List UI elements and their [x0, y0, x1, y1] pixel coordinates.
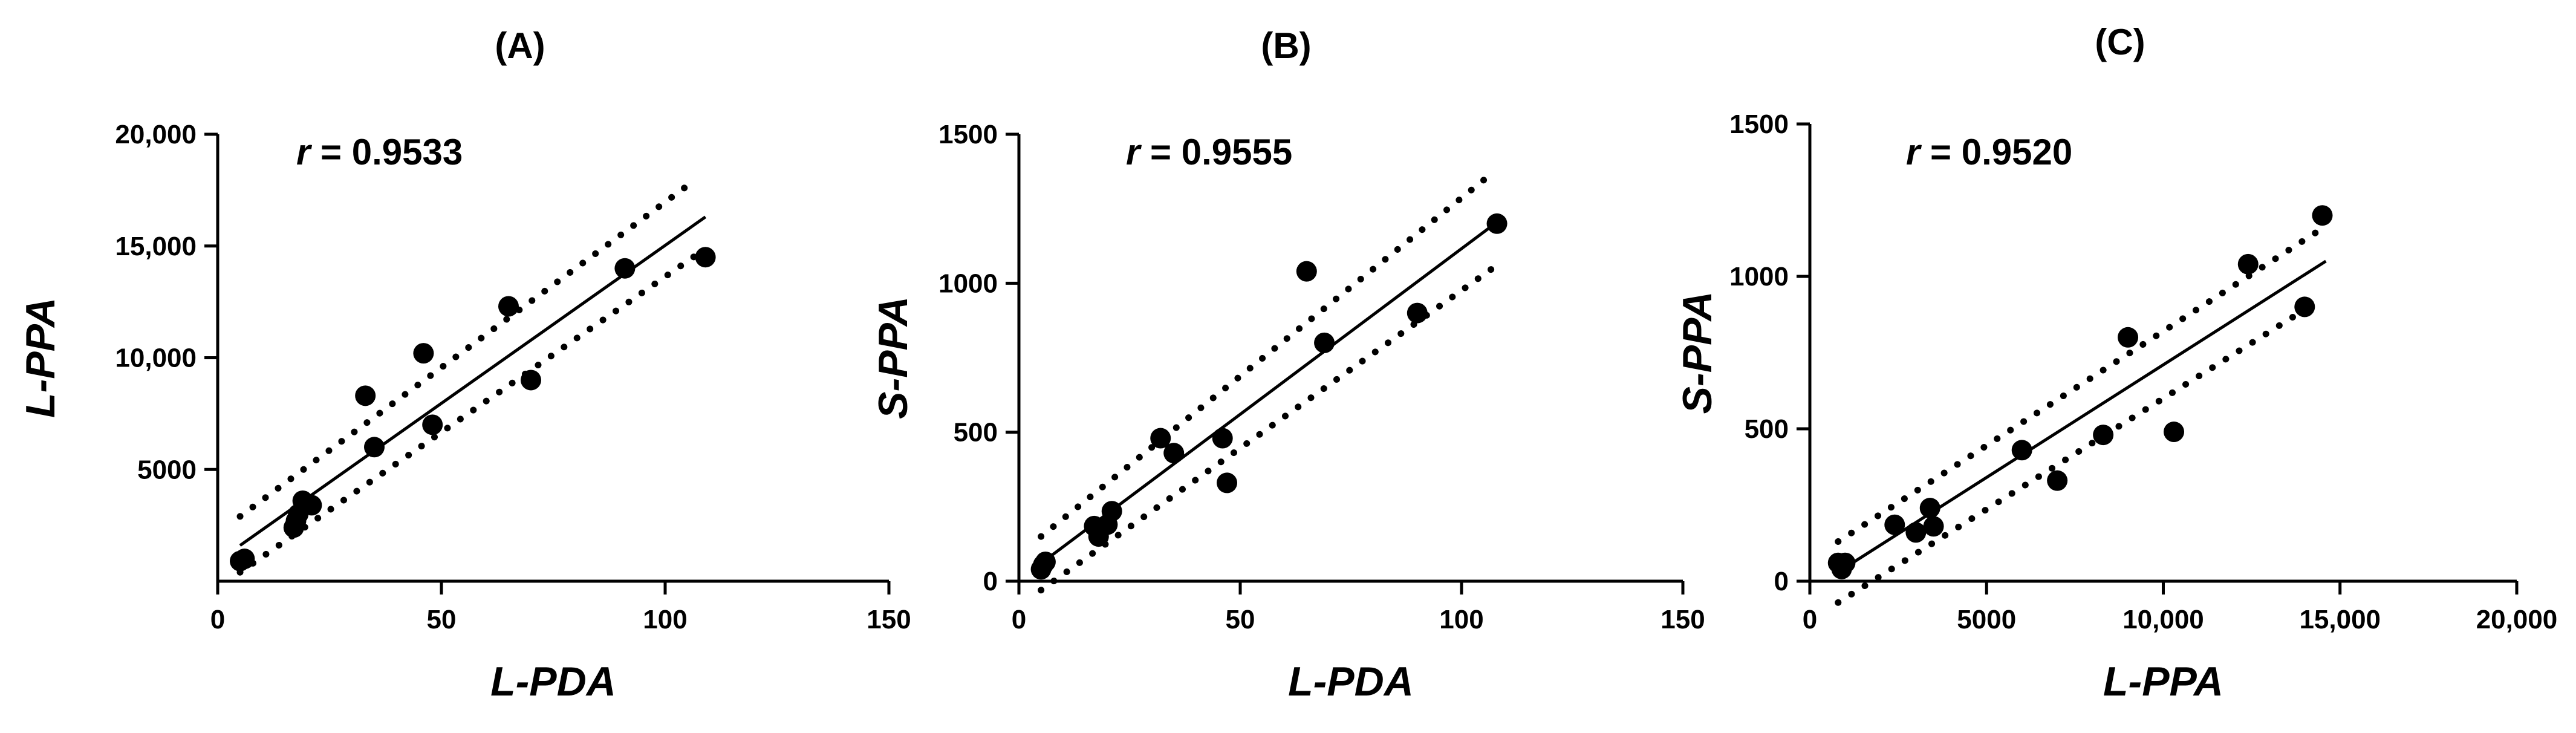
data-point [521, 370, 541, 391]
y-tick-label: 10,000 [115, 344, 197, 373]
regression-line [1837, 259, 2327, 573]
data-point [1314, 332, 1335, 353]
panel-label: (A) [495, 25, 545, 66]
x-tick-label: 50 [1226, 605, 1255, 634]
ci-lower-line [1038, 265, 1496, 594]
data-point [695, 247, 716, 268]
y-tick-label: 1000 [1729, 262, 1789, 292]
x-tick-label: 150 [867, 605, 911, 634]
x-axis-title: L-PDA [490, 659, 616, 705]
data-point [234, 549, 255, 570]
x-tick-label: 0 [210, 605, 225, 634]
axes [1808, 124, 2517, 583]
data-point [364, 437, 385, 458]
x-tick-label: 20,000 [2476, 605, 2558, 634]
correlation-annotation: r = 0.9555 [1126, 132, 1292, 172]
data-point [1407, 302, 1428, 324]
panel-label: (B) [1261, 25, 1311, 66]
ci-upper-line [1038, 169, 1496, 540]
data-point [2118, 327, 2139, 348]
correlation-annotation: r = 0.9533 [296, 132, 463, 172]
x-axis-title: L-PDA [1288, 659, 1414, 705]
y-tick-label: 1000 [938, 269, 998, 298]
y-tick-label: 500 [1745, 414, 1789, 444]
data-point [1101, 501, 1122, 522]
y-tick-label: 500 [954, 418, 998, 448]
data-point [614, 258, 636, 279]
x-tick-label: 15,000 [2299, 605, 2381, 634]
correlation-symbol: r [296, 132, 313, 172]
data-point [2312, 205, 2333, 226]
correlation-symbol: r [1906, 132, 1922, 172]
data-point [413, 343, 434, 364]
y-tick-label: 1500 [938, 120, 998, 149]
ci-upper-line [236, 175, 700, 520]
data-point [2047, 470, 2068, 491]
ci-upper-line [1835, 227, 2323, 545]
data-point [1217, 472, 1238, 494]
y-tick-label: 5000 [137, 455, 197, 484]
data-point [1163, 443, 1185, 464]
data-point [1486, 213, 1508, 234]
ci-lower-line [236, 252, 700, 576]
x-tick-label: 100 [643, 605, 687, 634]
y-axis-title: L-PPA [18, 298, 63, 418]
ci-lower-line [1835, 297, 2323, 606]
data-point [1905, 522, 1927, 543]
chart-panel-1: (A) 0 50 100 150 5000 10,000 15,000 20,000 L-PDA L… [18, 25, 911, 705]
data-point [1035, 551, 1056, 572]
y-axis-title: S-PPA [870, 296, 916, 419]
data-point [1923, 516, 1944, 537]
y-tick-label: 20,000 [115, 120, 197, 149]
data-point [422, 414, 443, 435]
data-point [2093, 425, 2114, 446]
y-axis-title: S-PPA [1674, 292, 1720, 414]
data-point [2011, 440, 2032, 461]
y-tick-label: 0 [983, 567, 998, 596]
correlation-value: = 0.9555 [1140, 132, 1292, 172]
panel-label: (C) [2095, 22, 2145, 62]
correlation-annotation: r = 0.9520 [1906, 132, 2072, 172]
data-point [498, 296, 519, 317]
x-tick-label: 10,000 [2122, 605, 2204, 634]
correlation-value: = 0.9520 [1920, 132, 2072, 172]
x-tick-label: 100 [1439, 605, 1483, 634]
x-tick-label: 5000 [1957, 605, 2016, 634]
y-tick-label: 15,000 [115, 232, 197, 261]
data-point [1296, 261, 1317, 282]
data-point [2237, 253, 2259, 275]
chart-panel-3: (C) 0 5000 10,000 15,000 20,000 0 500 1000 1500 L-… [1674, 22, 2557, 705]
data-point [301, 495, 322, 516]
x-tick-label: 50 [427, 605, 457, 634]
data-point [355, 385, 376, 406]
data-point [1150, 428, 1171, 449]
data-point [1212, 428, 1233, 449]
y-tick-label: 1500 [1729, 109, 1789, 139]
x-axis-title: L-PPA [2103, 659, 2223, 705]
correlation-value: = 0.9533 [310, 132, 463, 172]
data-point [1884, 514, 1905, 535]
x-tick-label: 150 [1660, 605, 1705, 634]
x-tick-label: 0 [1803, 605, 1817, 634]
data-point [1919, 498, 1940, 519]
data-point [1835, 552, 1856, 573]
x-tick-label: 0 [1012, 605, 1026, 634]
data-point [2164, 422, 2185, 443]
correlation-symbol: r [1126, 132, 1142, 172]
data-point [2294, 296, 2315, 318]
y-tick-label: 0 [1774, 567, 1789, 596]
